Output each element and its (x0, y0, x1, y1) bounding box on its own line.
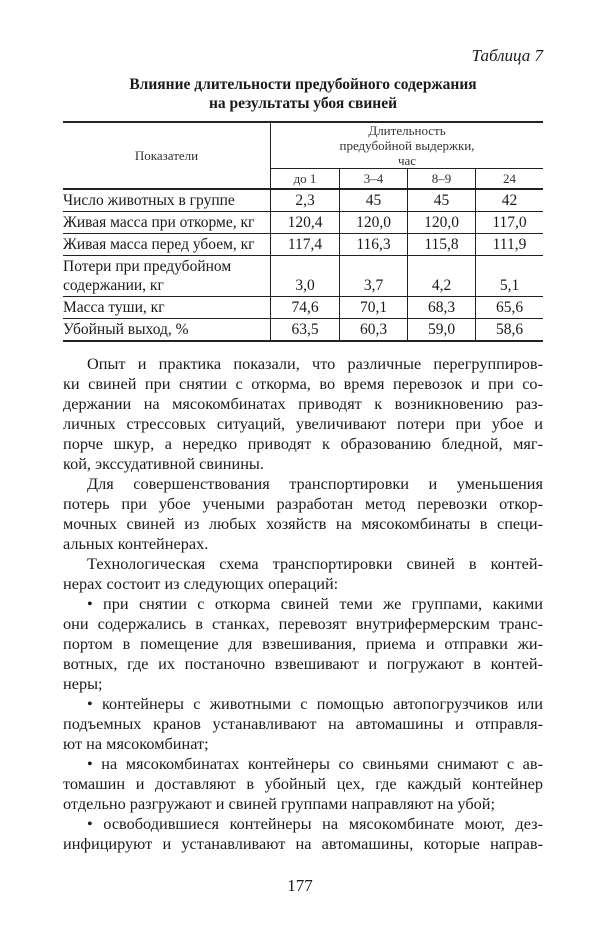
cell-value: 74,6 (270, 296, 340, 319)
column-header: 8–9 (407, 168, 476, 189)
text-line: личных стрессовых ситуаций, увеличивают … (63, 414, 543, 433)
table-title-line: на результаты убоя свиней (208, 95, 398, 112)
text-line: • контейнеры с животными с помощью автоп… (87, 694, 543, 713)
cell-value: 4,2 (407, 255, 476, 297)
cell-value: 60,3 (339, 318, 408, 342)
text-line: Опыт и практика показали, что различные … (87, 354, 543, 373)
table-row: Убойный выход, % 63,5 60,3 59,0 58,6 (63, 318, 543, 342)
cell-value: 68,3 (407, 296, 476, 319)
cell-value: 120,4 (270, 211, 340, 234)
table-label: Таблица 7 (471, 46, 543, 65)
text-line: Для совершенствования транспортировки и … (87, 474, 543, 493)
text-line: Технологическая схема транспортировки св… (87, 554, 543, 573)
cell-value: 115,8 (407, 233, 476, 256)
cell-value: 120,0 (407, 211, 476, 234)
cell-value: 59,0 (407, 318, 476, 342)
text-line: томашин и доставляют в убойный цех, где … (63, 774, 543, 793)
table-row: Масса туши, кг 74,6 70,1 68,3 65,6 (63, 296, 543, 319)
text-line: подъемных кранов устанавливают на автома… (63, 714, 543, 733)
text-line: нерах состоит из следующих операций: (63, 574, 339, 593)
text-line: альных контейнерах. (63, 534, 209, 553)
table-row: Живая масса при откорме, кг 120,4 120,0 120… (63, 211, 543, 234)
body-text: Опыт и практика показали, что различные … (63, 354, 543, 854)
row-label: Живая масса при откорме, кг (63, 211, 271, 234)
cell-value: 116,3 (339, 233, 408, 256)
text-line: мочных свиней из любых хозяйств на мясок… (63, 514, 543, 533)
text-line: неры; (63, 674, 103, 693)
cell-value: 3,0 (270, 255, 340, 297)
column-header: 24 (475, 168, 543, 189)
cell-value: 111,9 (475, 233, 543, 256)
cell-value: 120,0 (339, 211, 408, 234)
cell-value: 42 (475, 188, 543, 212)
text-line: • освободившиеся контейнеры на мясокомби… (87, 814, 543, 833)
paragraph: • при снятии с откорма свиней теми же гр… (63, 594, 543, 694)
text-line: кой, экссудативной свинины. (63, 454, 264, 473)
table-title: Влияние длительности предубойного содерж… (63, 75, 543, 113)
table-row: Живая масса перед убоем, кг 117,4 116,3 115… (63, 233, 543, 256)
page-number: 177 (287, 876, 313, 895)
cell-value: 117,0 (475, 211, 543, 234)
header-indicator: Показатели (63, 121, 271, 189)
row-label: Потери при предубойном содержании, кг (63, 255, 271, 297)
paragraph: Опыт и практика показали, что различные … (63, 354, 543, 474)
cell-value: 58,6 (475, 318, 543, 342)
cell-value: 117,4 (270, 233, 340, 256)
text-line: они содержались в станках, перевозят вну… (63, 614, 543, 633)
paragraph: • освободившиеся контейнеры на мясокомби… (63, 814, 543, 854)
header-duration: Длительность предубойной выдержки, час (270, 121, 543, 169)
text-line: • при снятии с откорма свиней теми же гр… (87, 594, 543, 613)
text-line: ют на мясокомбинат; (63, 734, 209, 753)
table-row: Число животных в группе 2,3 45 45 42 (63, 188, 543, 212)
row-label: Число животных в группе (63, 188, 271, 212)
paragraph: Технологическая схема транспортировки св… (63, 554, 543, 594)
text-line: порче шкур, а нередко приводят к образов… (63, 434, 543, 453)
paragraph: • контейнеры с животными с помощью автоп… (63, 694, 543, 754)
text-line: потерь при убое учеными разработан метод… (63, 494, 543, 513)
table-row: Потери при предубойном содержании, кг 3,0… (63, 255, 543, 297)
table-title-line: Влияние длительности предубойного содерж… (129, 76, 477, 93)
paragraph: • на мясокомбинатах контейнеры со свинья… (63, 754, 543, 814)
column-header: до 1 (270, 168, 340, 189)
row-label: Масса туши, кг (63, 296, 271, 319)
text-line: ки свиней при снятии с откорма, во время… (63, 374, 543, 393)
cell-value: 70,1 (339, 296, 408, 319)
row-label: Живая масса перед убоем, кг (63, 233, 271, 256)
data-table: Показатели Длительность предубойной выде… (63, 121, 543, 342)
cell-value: 3,7 (339, 255, 408, 297)
cell-value: 2,3 (270, 188, 340, 212)
text-line: отдельно разгружают и свиней группами на… (63, 794, 495, 813)
row-label: Убойный выход, % (63, 318, 271, 342)
text-line: вотных, где их постаночно взвешивают и п… (63, 654, 543, 673)
column-header: 3–4 (339, 168, 408, 189)
cell-value: 63,5 (270, 318, 340, 342)
cell-value: 65,6 (475, 296, 543, 319)
column-header-row: до 1 3–4 8–9 24 (63, 168, 543, 189)
text-line: • на мясокомбинатах контейнеры со свинья… (87, 754, 543, 773)
cell-value: 45 (407, 188, 476, 212)
cell-value: 5,1 (475, 255, 543, 297)
cell-value: 45 (339, 188, 408, 212)
text-line: портом в помещение для взвешивания, прие… (63, 634, 543, 653)
paragraph: Для совершенствования транспортировки и … (63, 474, 543, 554)
text-line: держании на мясокомбинатах приводят к во… (63, 394, 543, 413)
text-line: инфицируют и устанавливают на автомашины… (63, 834, 543, 853)
